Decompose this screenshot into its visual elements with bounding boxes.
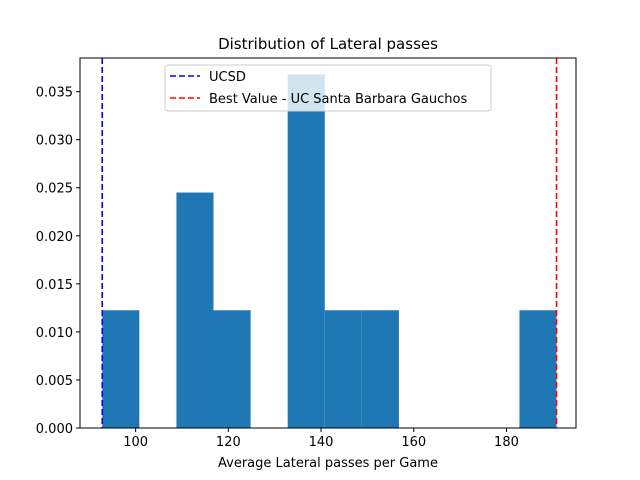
x-tick-label-3: 160: [401, 435, 426, 450]
axes-frame: [79, 57, 577, 429]
y-tick-label-7: 0.035: [36, 86, 73, 101]
histogram-bar-11: [519, 310, 557, 428]
legend-box: [164, 64, 492, 112]
y-tick-label-5: 0.025: [36, 182, 73, 197]
chart-title: Distribution of Lateral passes: [218, 35, 438, 53]
histogram-bar-6: [324, 310, 362, 428]
plot-area: [101, 58, 558, 429]
x-tick-label-1: 120: [216, 435, 241, 450]
histogram-bar-2: [176, 192, 214, 428]
y-tick-label-1: 0.005: [36, 374, 73, 389]
y-tick-label-4: 0.020: [36, 230, 73, 245]
histogram-bar-7: [361, 310, 399, 428]
x-tick-label-0: 100: [123, 435, 148, 450]
y-tick-label-2: 0.010: [36, 326, 73, 341]
y-axis: 0.000 0.005 0.010 0.015 0.020 0.025 0.030 0.035: [36, 86, 80, 437]
legend-label-best-value: Best Value - UC Santa Barbara Gauchos: [209, 92, 467, 107]
x-tick-label-4: 180: [494, 435, 519, 450]
legend: UCSD Best Value - UC Santa Barbara Gauch…: [164, 64, 492, 112]
y-tick-label-6: 0.030: [36, 134, 73, 149]
y-tick-label-0: 0.000: [36, 422, 73, 437]
histogram-bar-3: [213, 310, 251, 428]
y-tick-label-3: 0.015: [36, 278, 73, 293]
x-axis: 100 120 140 160 180: [123, 428, 519, 450]
x-axis-label: Average Lateral passes per Game: [218, 456, 438, 471]
histogram-bar-0: [102, 310, 140, 428]
histogram-bar-5: [287, 74, 325, 429]
legend-label-ucsd: UCSD: [209, 70, 246, 85]
x-tick-label-2: 140: [309, 435, 334, 450]
